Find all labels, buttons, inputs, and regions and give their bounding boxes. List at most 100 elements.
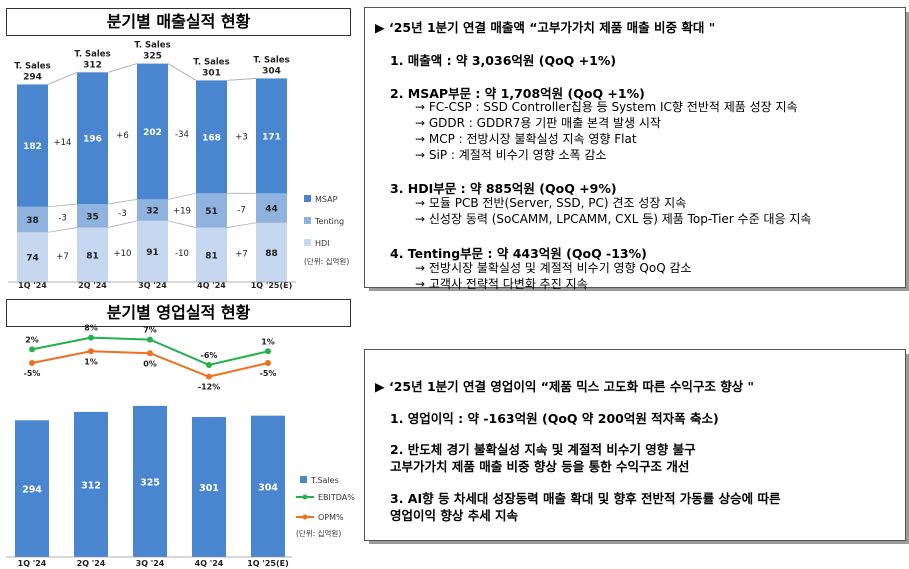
- connector-line: [167, 192, 197, 200]
- connector-line: [47, 227, 78, 233]
- profit-item-1: 1. 영업이익 : 약 -163억원 (QoQ 약 200억원 적자폭 축소): [390, 411, 719, 426]
- connector-line: [107, 220, 138, 228]
- category-label: 4Q '24: [195, 559, 224, 568]
- category-label: 3Q '24: [138, 281, 167, 290]
- sales-bar-value: 312: [81, 480, 101, 491]
- legend-marker-ebitda: [302, 494, 308, 500]
- profit-item-2-line-1: 2. 반도체 경기 불확실성 지속 및 계절적 비수기 영향 불구: [390, 442, 696, 457]
- ebitda-point: [147, 336, 153, 343]
- total-sales-caption: T. Sales: [193, 57, 229, 67]
- opm-label: 1%: [84, 357, 98, 366]
- category-label: 1Q '24: [18, 281, 47, 290]
- change-label: -7: [237, 205, 245, 215]
- bar-value-label: 88: [265, 249, 278, 259]
- bar-value-label: 168: [202, 133, 221, 143]
- sales-bar: [74, 411, 108, 557]
- legend-swatch-sales: [300, 476, 307, 483]
- ebitda-point: [265, 348, 271, 355]
- ebitda-point: [29, 346, 35, 353]
- sales-item-msap: 2. MSAP부문 : 약 1,708억원 (QoQ +1%): [390, 86, 645, 101]
- legend-label: Tenting: [314, 217, 344, 226]
- sales-item-hdi: 3. HDI부문 : 약 885억원 (QoQ +9%): [390, 181, 617, 196]
- total-sales-caption: T. Sales: [74, 49, 110, 59]
- connector-line: [107, 198, 138, 205]
- opm-point: [29, 360, 35, 366]
- sales-bar-value: 325: [140, 477, 160, 488]
- legend-label: EBITDA%: [318, 493, 355, 502]
- change-label: -10: [175, 249, 189, 259]
- sales-hdi-sub-1: → 모듈 PCB 전반(Server, SSD, PC) 견조 성장 지속: [415, 196, 687, 210]
- profit-item-3-line-2: 영업이익 향상 추세 지속: [390, 508, 519, 523]
- bar-value-label: 74: [26, 254, 39, 264]
- ebitda-label: 7%: [143, 326, 157, 335]
- unit-label: (단위: 십억원): [304, 256, 349, 266]
- sales-item-tenting: 4. Tenting부문 : 약 443억원 (QoQ -13%): [390, 246, 647, 261]
- bar-value-label: 91: [146, 248, 159, 258]
- bar-msap: [77, 72, 108, 205]
- bar-msap: [256, 78, 287, 194]
- change-label: +3: [235, 132, 248, 142]
- category-label: 2Q '24: [78, 281, 107, 290]
- bar-hdi: [137, 220, 168, 282]
- change-label: +7: [56, 252, 69, 262]
- bar-tenting: [196, 193, 227, 228]
- sales-hdi-sub-2: → 신성장 동력 (SoCAMM, LPCAMM, CXL 등) 제품 Top-…: [415, 212, 812, 226]
- sales-msap-sub-2: → GDDR : GDDR7용 기판 매출 본격 발생 시작: [415, 116, 661, 130]
- sales-bar-value: 301: [199, 483, 219, 494]
- change-label: +10: [114, 249, 132, 259]
- change-label: +7: [235, 250, 248, 260]
- total-sales-value: 301: [202, 68, 221, 78]
- legend-marker-opm: [302, 514, 308, 520]
- legend-label: MSAP: [315, 195, 338, 204]
- opm-label: -5%: [24, 369, 41, 378]
- sales-tenting-sub-1: → 전방시장 불확실성 및 계절적 비수기 영향 QoQ 감소: [415, 261, 692, 275]
- ebitda-label: 8%: [84, 324, 98, 333]
- change-label: -3: [58, 214, 66, 224]
- ebitda-label: 2%: [25, 335, 39, 344]
- opm-point: [206, 373, 212, 380]
- ebitda-label: -6%: [201, 351, 218, 360]
- bar-hdi: [196, 227, 227, 282]
- total-sales-value: 312: [83, 60, 102, 70]
- ebitda-label: 1%: [261, 337, 275, 346]
- bar-tenting: [256, 193, 287, 223]
- category-label: 1Q '24: [18, 559, 47, 568]
- category-label: 4Q '24: [197, 281, 226, 290]
- profit-item-3-line-1: 3. AI향 등 차세대 성장동력 매출 확대 및 향후 전반적 가동률 상승에…: [390, 491, 781, 506]
- change-label: +14: [54, 138, 72, 148]
- connector-line: [226, 77, 257, 81]
- connector-line: [47, 71, 78, 85]
- connector-line: [167, 220, 197, 228]
- bar-hdi: [256, 222, 287, 282]
- bar-msap: [17, 84, 48, 207]
- category-label: 1Q '25(E): [251, 281, 293, 290]
- legend-label: OPM%: [318, 513, 344, 522]
- bar-value-label: 44: [265, 205, 278, 215]
- profit-section-title: 분기별 영업실적 현황: [6, 299, 351, 327]
- opm-point: [88, 348, 94, 355]
- sales-tenting-sub-2: → 고객사 전략적 다변화 추진 지속: [415, 277, 588, 291]
- category-label: 2Q '24: [77, 559, 106, 568]
- bar-hdi: [77, 227, 108, 282]
- sales-bar: [15, 420, 49, 557]
- profit-chart: 294 1Q '24 312 2Q '24 325 3Q '24 301 4Q '24 304 1…: [6, 324, 355, 568]
- profit-summary-heading: ▶ ‘25년 1분기 연결 영업이익 “제품 믹스 고도화 따른 수익구조 향상…: [375, 379, 755, 394]
- total-sales-caption: T. Sales: [14, 61, 50, 71]
- sales-section-title: 분기별 매출실적 현황: [6, 8, 351, 36]
- total-sales-value: 325: [143, 52, 162, 62]
- total-sales-value: 304: [262, 66, 281, 76]
- legend-swatch-msap: [304, 195, 311, 202]
- legend-label: HDI: [315, 239, 330, 248]
- sales-bar: [251, 415, 285, 557]
- profit-summary-panel: ▶ ‘25년 1분기 연결 영업이익 “제품 믹스 고도화 따른 수익구조 향상…: [364, 349, 906, 541]
- sales-msap-sub-1: → FC-CSP : SSD Controller칩용 등 System IC향…: [415, 100, 798, 114]
- sales-bar-value: 304: [258, 482, 278, 493]
- total-sales-caption: T. Sales: [134, 41, 170, 51]
- sales-bar-value: 294: [22, 485, 42, 496]
- opm-label: -5%: [260, 369, 277, 378]
- sales-bar: [133, 405, 167, 557]
- connector-line: [226, 222, 257, 228]
- sales-msap-sub-3: → MCP : 전방시장 불확실성 지속 영향 Flat: [415, 132, 637, 146]
- unit-label: (단위: 십억원): [296, 528, 341, 538]
